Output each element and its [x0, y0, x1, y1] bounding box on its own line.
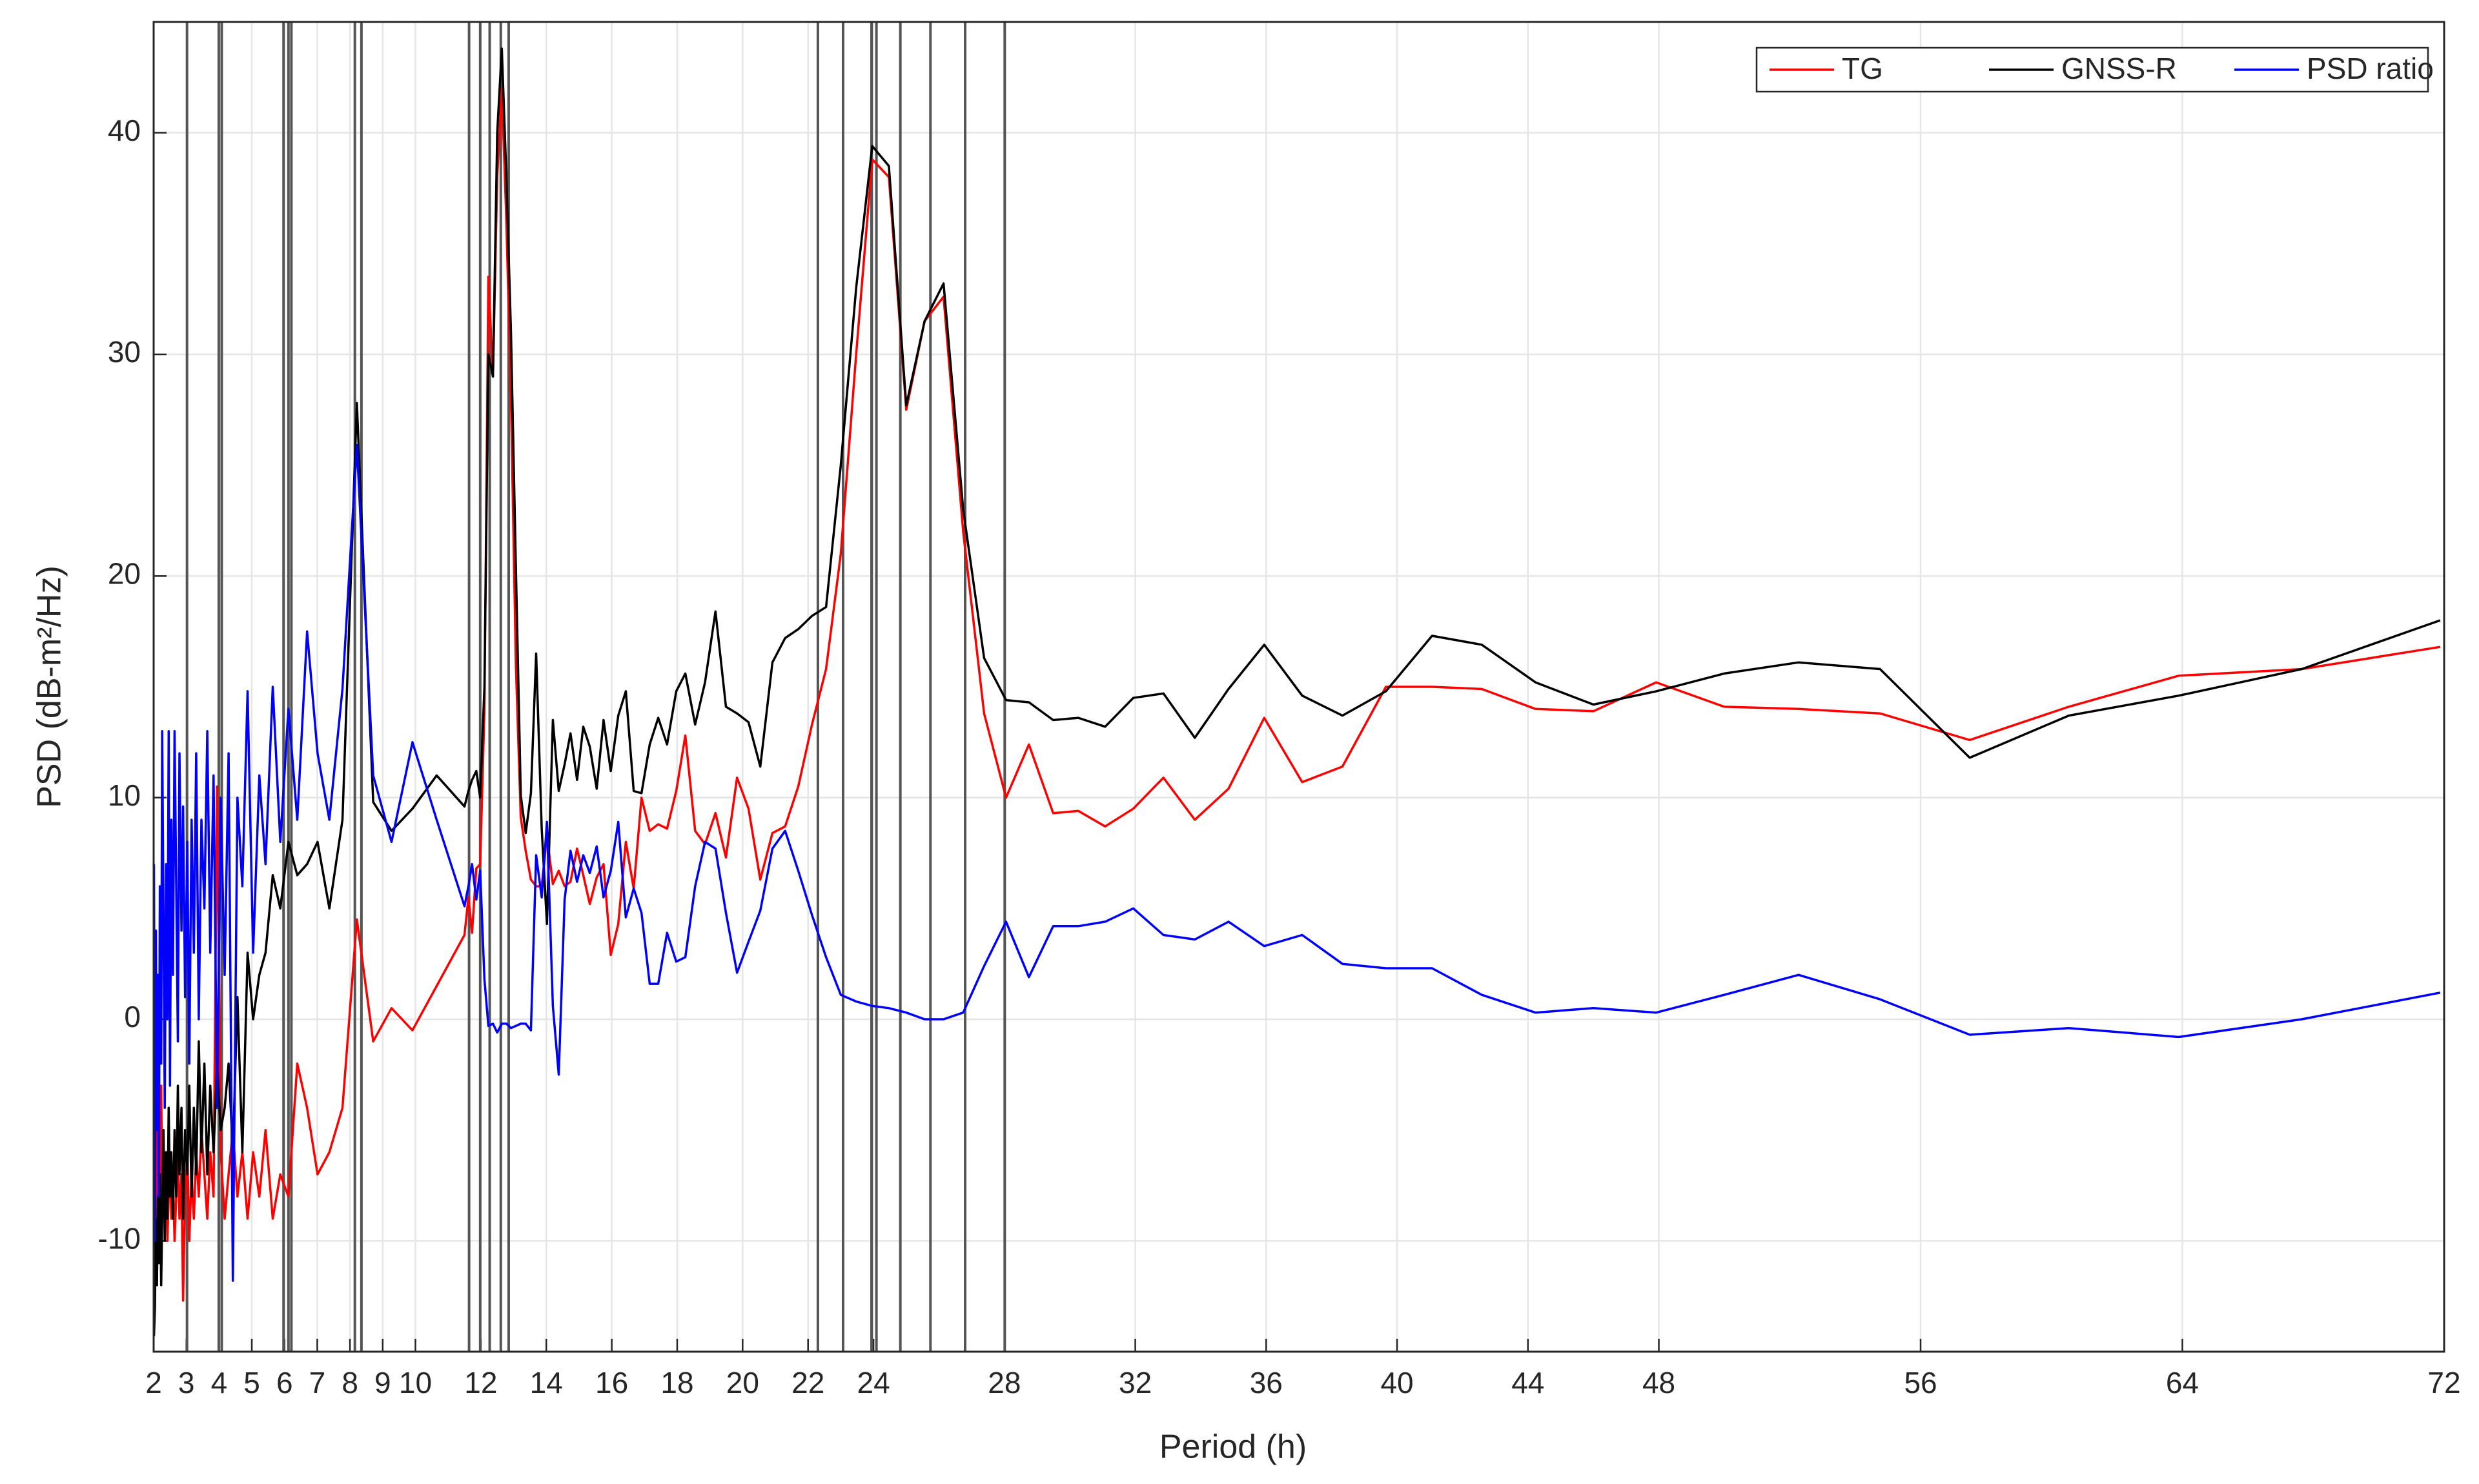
y-tick-label: 30 [108, 335, 141, 369]
x-tick-label: 44 [1511, 1366, 1544, 1399]
x-axis-title: Period (h) [1159, 1428, 1307, 1466]
x-tick-label: 9 [374, 1366, 391, 1399]
x-tick-label: 28 [988, 1366, 1021, 1399]
legend-label: GNSS-R [2061, 52, 2177, 85]
x-tick-label: 3 [178, 1366, 195, 1399]
y-tick-label: 10 [108, 778, 141, 812]
y-tick-label: -10 [98, 1221, 141, 1255]
x-tick-label: 56 [1904, 1366, 1937, 1399]
data-line [152, 444, 2441, 1282]
x-tick-label: 6 [276, 1366, 293, 1399]
x-tick-label: 72 [2427, 1366, 2460, 1399]
x-tick-label: 36 [1250, 1366, 1283, 1399]
x-tick-label: 8 [342, 1366, 358, 1399]
x-tick-label: 14 [530, 1366, 563, 1399]
x-tick-label: 7 [309, 1366, 326, 1399]
legend-box [1755, 46, 2429, 93]
legend-label: TG [1842, 52, 1883, 85]
plot-frame [152, 21, 2445, 1353]
x-tick-label: 2 [145, 1366, 162, 1399]
y-tick-label: 20 [108, 556, 141, 590]
x-tick-label: 48 [1642, 1366, 1675, 1399]
legend: TG GNSS-R PSD ratio [1755, 46, 2434, 93]
x-tick-label: 5 [243, 1366, 260, 1399]
y-tick-label: 0 [124, 1000, 141, 1033]
x-tick-label: 18 [660, 1366, 693, 1399]
x-tick-label: 12 [464, 1366, 497, 1399]
x-tick-label: 64 [2166, 1366, 2199, 1399]
x-tick-label: 24 [857, 1366, 890, 1399]
data-line [152, 47, 2441, 1337]
y-tick-label: 40 [108, 114, 141, 147]
y-axis-title: PSD (dB-m²/Hz) [31, 565, 68, 808]
x-tick-label: 32 [1119, 1366, 1152, 1399]
x-tick-label: 40 [1380, 1366, 1413, 1399]
x-tick-label: 22 [791, 1366, 824, 1399]
x-tick-label: 16 [595, 1366, 628, 1399]
x-tick-label: 4 [211, 1366, 228, 1399]
x-tick-label: 20 [726, 1366, 759, 1399]
legend-label: PSD ratio [2307, 52, 2434, 85]
x-tick-label: 10 [399, 1366, 432, 1399]
